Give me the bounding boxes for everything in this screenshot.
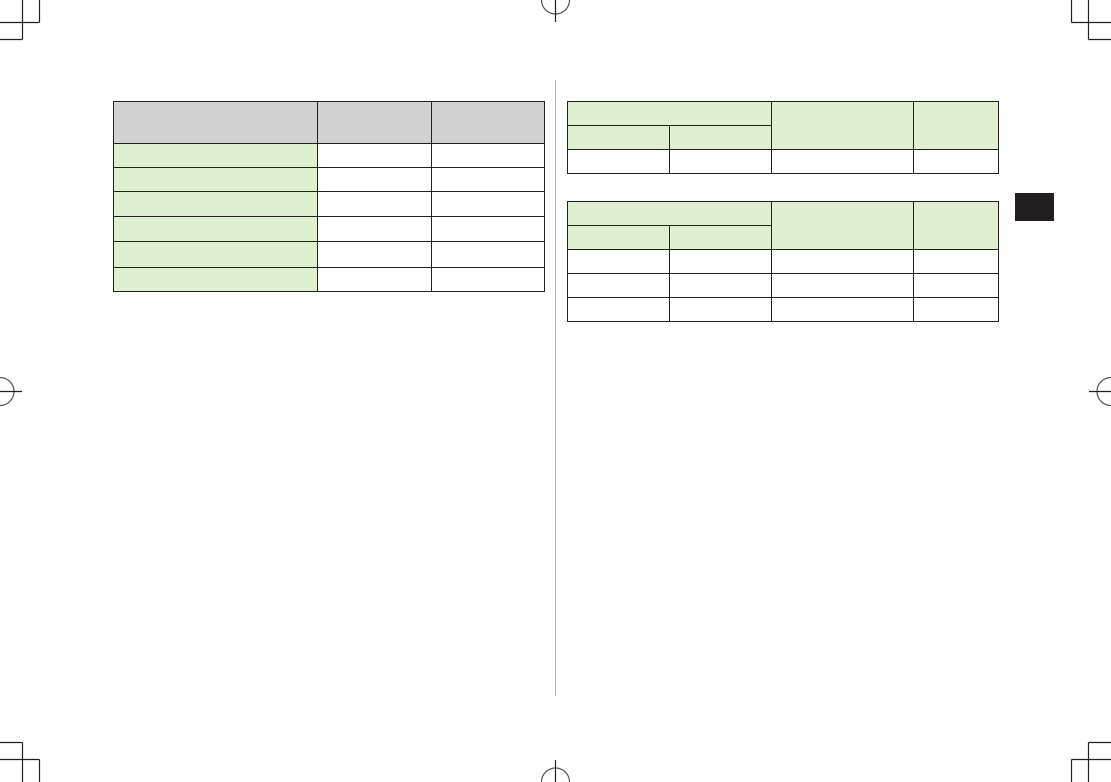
table-cell [431,267,545,292]
row-label-cell [113,143,318,168]
table-cell [317,167,432,192]
table-cell [771,249,914,274]
table-cell [567,149,670,174]
table-cell [669,149,772,174]
table-cell [317,267,432,292]
table-cell [669,249,772,274]
table-header-cell [771,101,914,150]
row-label-cell [113,241,318,268]
table-cell [913,273,999,298]
table-cell [771,149,914,174]
table-cell [771,273,914,298]
table-header-cell [113,101,318,144]
table-subheader-cell [567,225,670,250]
table-cell [669,273,772,298]
table-cell [669,297,772,322]
table-cell [431,216,545,242]
section-index-tab [1015,193,1054,221]
table-cell [913,297,999,322]
table-cell [317,143,432,168]
table-header-cell [431,101,545,144]
table-header-cell [913,101,999,150]
table-cell [567,297,670,322]
table-subheader-cell [567,125,670,150]
page-divider [555,80,556,696]
table-subheader-cell [669,225,772,250]
table-header-cell [567,201,772,226]
table-cell [771,297,914,322]
table-cell [431,143,545,168]
table-cell [431,167,545,192]
table-header-cell [317,101,432,144]
row-label-cell [113,267,318,292]
table-cell [431,191,545,217]
row-label-cell [113,191,318,217]
table-header-cell [567,101,772,126]
table-cell [913,149,999,174]
row-label-cell [113,216,318,242]
table-subheader-cell [669,125,772,150]
table-cell [567,249,670,274]
row-label-cell [113,167,318,192]
table-cell [431,241,545,268]
table-header-cell [771,201,914,250]
table-cell [913,249,999,274]
table-cell [567,273,670,298]
table-cell [317,216,432,242]
table-cell [317,191,432,217]
table-cell [317,241,432,268]
table-header-cell [913,201,999,250]
